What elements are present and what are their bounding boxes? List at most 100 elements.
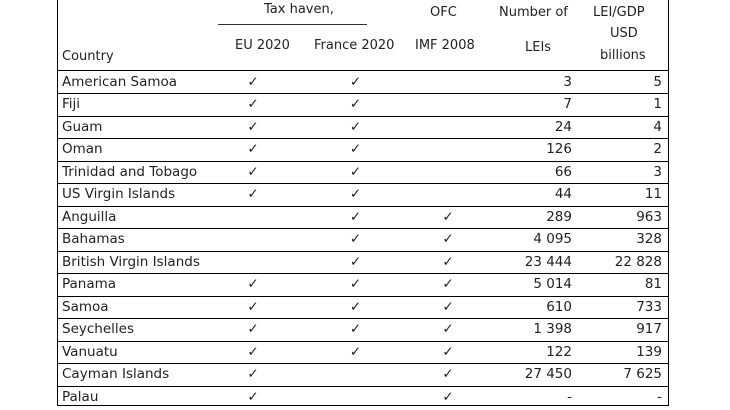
lei-gdp-cell: 4 (653, 118, 662, 135)
imf-2008-cell (408, 138, 488, 161)
lei-count-cell: 1 398 (533, 321, 572, 337)
france-2020-cell: ✓ (349, 163, 362, 180)
imf-2008-cell: ✓ (442, 366, 454, 382)
country-cell: American Samoa (62, 73, 178, 90)
eu-2020-cell: ✓ (247, 163, 259, 180)
france-2020-cell: ✓ (349, 276, 362, 292)
row-divider (58, 273, 668, 274)
lei-gdp-cell: 1 (653, 96, 662, 112)
country-cell: Oman (62, 141, 103, 157)
eu-2020-cell: ✓ (247, 388, 259, 405)
eu-2020-cell (218, 228, 288, 251)
row-divider (58, 340, 668, 342)
country-cell: Panama (62, 276, 117, 292)
lei-label-line1: Number of (499, 5, 568, 20)
imf-label: IMF 2008 (415, 38, 475, 53)
country-cell: Vanuatu (62, 343, 118, 360)
france-2020-cell: ✓ (349, 73, 362, 90)
lei-gdp-cell: 733 (636, 298, 662, 315)
eu-label: EU 2020 (235, 38, 290, 53)
imf-2008-cell (408, 93, 488, 116)
eu-2020-cell: ✓ (247, 343, 259, 360)
lei-count-cell: 4 095 (533, 231, 572, 247)
lei-gdp-cell: 5 (653, 73, 662, 90)
row-divider (58, 183, 668, 184)
table-row: Anguilla ✓ ✓ 289 963 (58, 206, 668, 229)
row-divider (58, 115, 668, 117)
lei-count-cell: 3 (563, 73, 572, 90)
lei-count-cell: 44 (554, 186, 572, 202)
lei-count-cell: 289 (546, 208, 572, 225)
france-2020-cell: ✓ (349, 253, 362, 270)
country-cell: Palau (62, 388, 99, 405)
row-divider (58, 385, 668, 387)
row-divider (58, 228, 668, 229)
table-row: Fiji ✓ ✓ 7 1 (58, 93, 668, 116)
lei-count-cell: - (567, 388, 572, 405)
table-row: Bahamas ✓ ✓ 4 095 328 (58, 228, 668, 251)
group-underline (218, 24, 367, 25)
ofc-label: OFC (430, 5, 457, 20)
table-row: Oman ✓ ✓ 126 2 (58, 138, 668, 161)
row-divider (58, 138, 668, 139)
table-row: Seychelles ✓ ✓ ✓ 1 398 917 (58, 318, 668, 341)
imf-2008-cell (408, 71, 488, 94)
country-cell: Samoa (62, 298, 109, 315)
france-label: France 2020 (314, 38, 395, 53)
lei-gdp-cell: 139 (636, 343, 662, 360)
imf-2008-cell: ✓ (442, 231, 454, 247)
row-divider (58, 250, 668, 252)
eu-2020-cell: ✓ (247, 276, 259, 292)
lei-count-cell: 23 444 (524, 253, 572, 270)
gdp-label-line3: billions (600, 48, 646, 63)
france-2020-cell: ✓ (349, 118, 362, 135)
row-divider (58, 295, 668, 297)
lei-count-cell: 126 (546, 141, 572, 157)
lei-gdp-cell: 11 (644, 186, 662, 202)
france-2020-cell: ✓ (349, 298, 362, 315)
lei-label-line2: LEIs (525, 40, 552, 55)
header-rule (58, 70, 668, 71)
table-header: Tax haven, OFC Number of LEI/GDP USD Cou… (58, 0, 668, 70)
gdp-label-line1: LEI/GDP (593, 5, 645, 20)
france-2020-cell: ✓ (349, 321, 362, 337)
france-2020-cell: ✓ (349, 186, 362, 202)
gdp-label-line2: USD (610, 26, 638, 41)
country-label: Country (62, 49, 114, 64)
imf-2008-cell: ✓ (442, 253, 454, 270)
lei-gdp-cell: 3 (653, 163, 662, 180)
table-row: Panama ✓ ✓ ✓ 5 014 81 (58, 273, 668, 296)
country-cell: Fiji (62, 96, 81, 112)
table-row: US Virgin Islands ✓ ✓ 44 11 (58, 183, 668, 206)
eu-2020-cell: ✓ (247, 186, 259, 202)
imf-2008-cell: ✓ (442, 298, 454, 315)
france-2020-cell: ✓ (349, 231, 362, 247)
row-divider (58, 318, 668, 319)
eu-2020-cell (218, 206, 288, 229)
table-row: Vanuatu ✓ ✓ ✓ 122 139 (58, 341, 668, 364)
country-cell: Anguilla (62, 208, 117, 225)
country-cell: Cayman Islands (62, 366, 170, 382)
imf-2008-cell (408, 161, 488, 184)
tax-haven-group-label: Tax haven, (264, 2, 334, 17)
lei-count-cell: 27 450 (524, 366, 572, 382)
country-cell: Seychelles (62, 321, 134, 337)
eu-2020-cell (218, 251, 288, 274)
table-row: Cayman Islands ✓ ✓ 27 450 7 625 (58, 363, 668, 386)
imf-2008-cell: ✓ (442, 276, 454, 292)
row-divider (58, 205, 668, 207)
table-row: Trinidad and Tobago ✓ ✓ 66 3 (58, 161, 668, 184)
lei-count-cell: 5 014 (533, 276, 572, 292)
country-cell: Guam (62, 118, 103, 135)
lei-gdp-cell: 963 (636, 208, 662, 225)
lei-tax-haven-table: Tax haven, OFC Number of LEI/GDP USD Cou… (57, 0, 669, 406)
eu-2020-cell: ✓ (247, 73, 259, 90)
table-row: British Virgin Islands ✓ ✓ 23 444 22 828 (58, 251, 668, 274)
lei-gdp-cell: 81 (644, 276, 662, 292)
imf-2008-cell (408, 116, 488, 139)
lei-gdp-cell: 917 (636, 321, 662, 337)
imf-2008-cell: ✓ (442, 388, 454, 405)
country-cell: Trinidad and Tobago (62, 163, 198, 180)
imf-2008-cell: ✓ (442, 208, 454, 225)
eu-2020-cell: ✓ (247, 118, 259, 135)
